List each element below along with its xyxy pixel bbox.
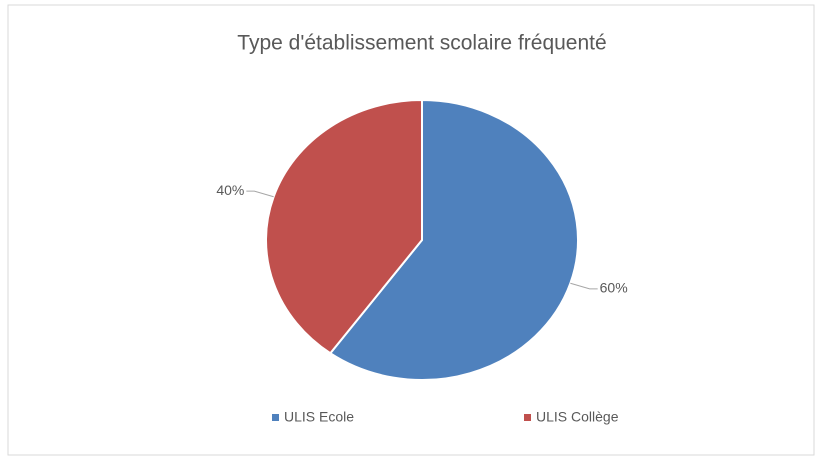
leader-line <box>570 282 598 290</box>
legend-label: ULIS Collège <box>536 409 619 425</box>
legend-swatch <box>524 414 531 421</box>
legend-label: ULIS Ecole <box>284 409 354 425</box>
pie-slice <box>328 98 579 381</box>
legend-swatch <box>272 414 279 421</box>
leader-line <box>246 190 274 198</box>
data-label: 40% <box>216 182 244 198</box>
chart-title: Type d'établissement scolaire fréquenté <box>237 32 606 55</box>
data-label: 60% <box>600 280 628 296</box>
pie-slice <box>265 98 423 355</box>
